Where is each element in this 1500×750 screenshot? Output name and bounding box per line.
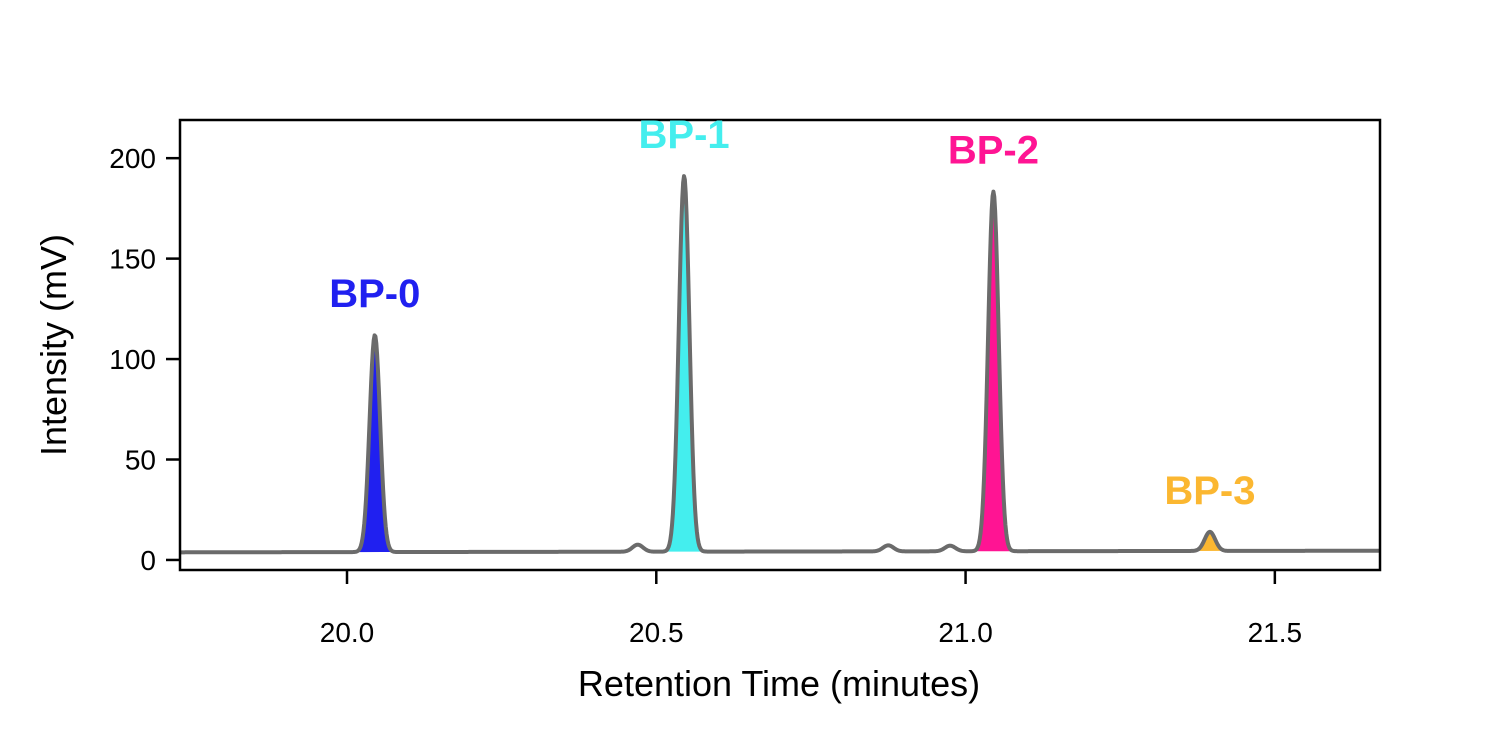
peak-label-bp-1: BP-1: [639, 113, 730, 157]
peak-labels: BP-0 BP-1 BP-2 BP-3: [329, 113, 1255, 513]
peak-fills: [358, 175, 1227, 553]
peak-label-bp-0: BP-0: [329, 272, 420, 316]
peak-label-bp-2: BP-2: [948, 129, 1039, 173]
x-tick-label: 21.0: [938, 617, 993, 648]
y-tick-label: 100: [109, 344, 156, 375]
x-axis: 20.0 20.5 21.0 21.5: [320, 570, 1302, 648]
chromatogram-trace: [178, 174, 1382, 555]
y-tick-label: 0: [140, 545, 156, 576]
y-axis: 0 50 100 150 200: [109, 143, 180, 576]
x-tick-label: 20.0: [320, 617, 375, 648]
peak-label-bp-3: BP-3: [1164, 469, 1255, 513]
x-axis-title: Retention Time (minutes): [578, 663, 980, 704]
y-axis-title: Intensity (mV): [33, 234, 74, 456]
x-tick-label: 20.5: [629, 617, 684, 648]
x-tick-label: 21.5: [1248, 617, 1303, 648]
y-tick-label: 200: [109, 143, 156, 174]
plot-frame: [178, 118, 1382, 572]
y-tick-label: 150: [109, 244, 156, 275]
y-tick-label: 50: [125, 445, 156, 476]
